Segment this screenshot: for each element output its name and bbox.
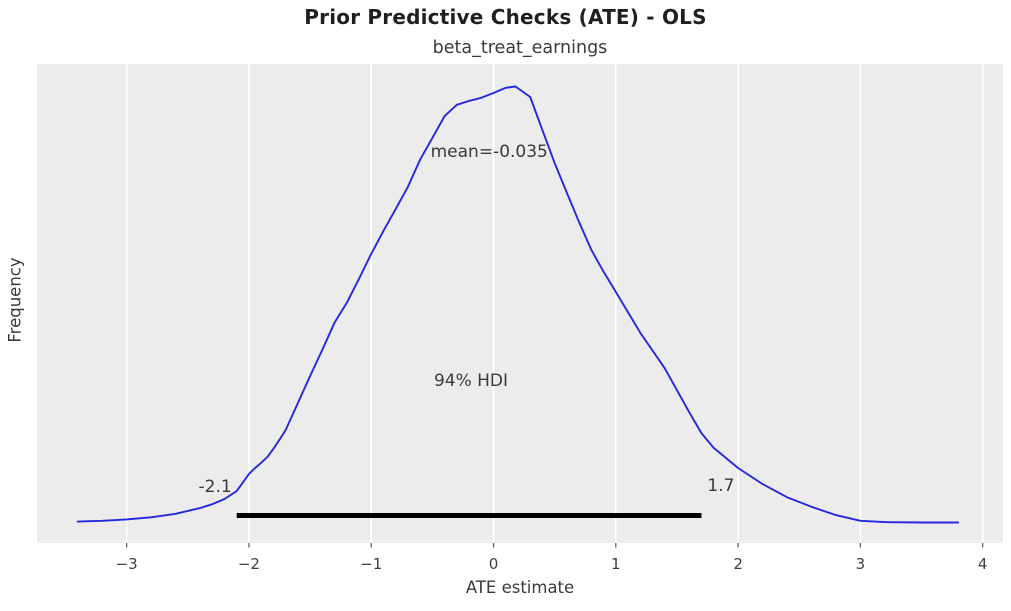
plot-area	[37, 64, 1003, 543]
chart-subtitle: beta_treat_earnings	[432, 38, 608, 58]
x-tick-label: 3	[855, 555, 866, 573]
kde-curve	[76, 85, 960, 524]
x-tick-label: 1	[611, 555, 621, 573]
x-tick-label: −3	[115, 555, 138, 573]
x-axis-label: ATE estimate	[465, 578, 575, 597]
y-axis-label: Frequency	[5, 257, 25, 343]
mean-annotation: mean=-0.035	[430, 142, 548, 162]
x-tick-label: 4	[977, 555, 988, 573]
x-tick-label: −2	[237, 555, 260, 573]
hdi-upper-bound-label: 1.7	[707, 476, 735, 496]
x-tick-label: −1	[360, 555, 383, 573]
x-tick-label: 0	[488, 555, 499, 573]
hdi-label: 94% HDI	[433, 371, 509, 391]
hdi-lower-bound-label: -2.1	[198, 477, 232, 497]
chart-title: Prior Predictive Checks (ATE) - OLS	[304, 5, 707, 29]
x-tick-label: 2	[733, 555, 743, 573]
